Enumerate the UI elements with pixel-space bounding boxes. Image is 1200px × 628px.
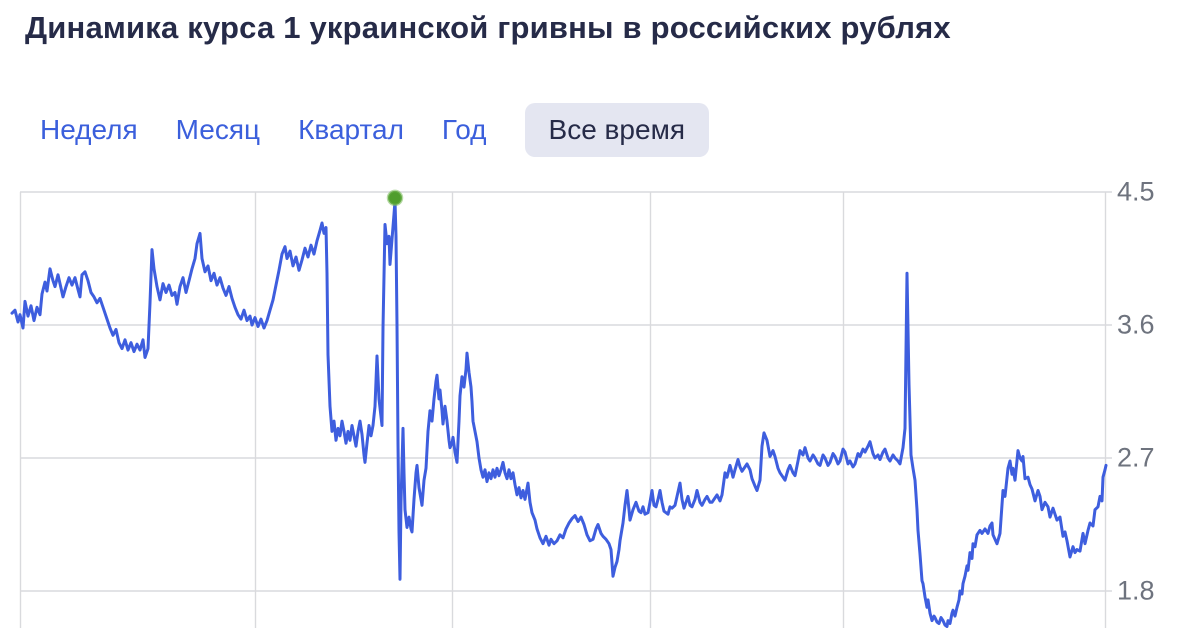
tab-all[interactable]: Все время — [524, 103, 709, 157]
y-axis-label: 1.8 — [1117, 575, 1155, 606]
tab-month[interactable]: Месяц — [175, 114, 261, 145]
peak-marker-dot — [386, 189, 404, 207]
rate-line — [10, 199, 1108, 628]
page-title: Динамика курса 1 украинской гривны в рос… — [25, 10, 951, 45]
y-axis-label: 3.6 — [1117, 309, 1155, 340]
y-axis-label: 2.7 — [1117, 442, 1155, 473]
period-tabs: Неделя Месяц Квартал Год Все время — [40, 101, 709, 159]
tab-year[interactable]: Год — [441, 114, 487, 145]
y-axis-label: 4.5 — [1117, 176, 1155, 207]
tab-quarter[interactable]: Квартал — [298, 114, 404, 145]
tab-week[interactable]: Неделя — [40, 114, 138, 145]
